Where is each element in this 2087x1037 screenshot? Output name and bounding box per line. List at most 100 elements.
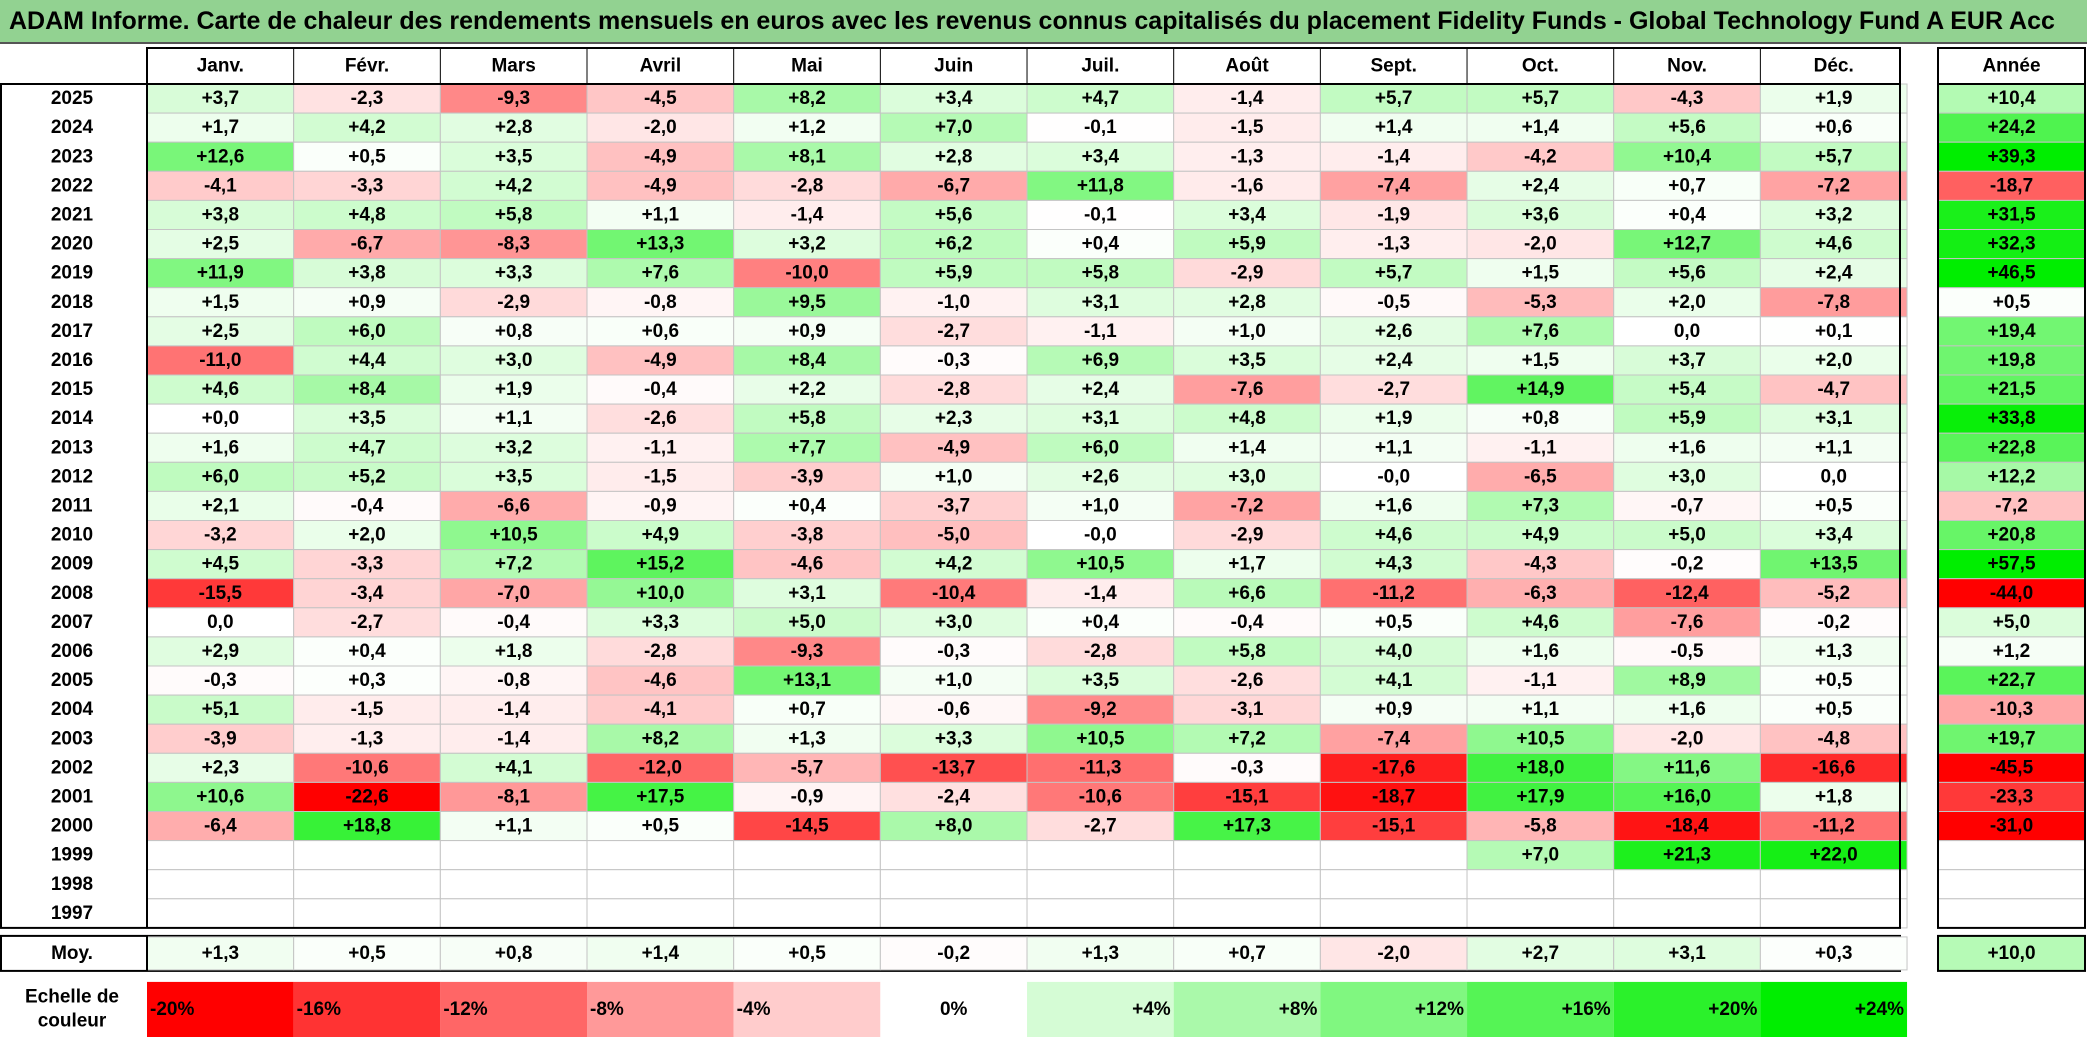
month-value: +21,3 xyxy=(1663,845,1711,866)
annual-cell xyxy=(1937,636,2086,667)
month-value: +6,0 xyxy=(1082,437,1120,458)
month-cell xyxy=(1173,781,1321,813)
color-scale-swatch xyxy=(147,981,294,1037)
month-value: -0,4 xyxy=(497,612,530,633)
month-value: -0,5 xyxy=(1671,641,1704,662)
month-cell xyxy=(1026,229,1175,260)
month-cell xyxy=(1466,840,1615,871)
average-value: +1,3 xyxy=(202,943,240,964)
month-cell xyxy=(879,811,1028,842)
color-scale-stop: +8% xyxy=(1279,999,1318,1020)
month-value: -2,7 xyxy=(351,612,384,633)
month-cell xyxy=(1613,490,1761,521)
month-cell xyxy=(146,287,295,318)
month-cell xyxy=(1173,665,1321,696)
month-value: +1,6 xyxy=(1522,641,1560,662)
month-value: +11,9 xyxy=(197,263,244,284)
month-value: +4,4 xyxy=(348,350,386,371)
month-value: -6,5 xyxy=(1524,466,1557,487)
month-cell xyxy=(1026,549,1175,580)
month-cell xyxy=(879,229,1028,260)
month-value: -2,8 xyxy=(937,379,970,400)
month-cell xyxy=(1759,461,1908,492)
month-cell xyxy=(439,287,588,318)
month-value: +10,5 xyxy=(1516,728,1565,749)
month-value: +2,3 xyxy=(935,408,973,429)
month-cell xyxy=(1319,112,1468,143)
month-value: -2,9 xyxy=(1231,263,1264,284)
month-cell xyxy=(879,490,1028,521)
month-value: +1,6 xyxy=(1668,699,1706,720)
year-label: 2002 xyxy=(51,757,93,778)
average-value: -2,0 xyxy=(1377,943,1410,964)
annual-cell xyxy=(1937,112,2086,143)
average-value: +0,5 xyxy=(348,943,386,964)
month-value: +4,9 xyxy=(642,525,680,546)
month-value: +4,2 xyxy=(935,554,973,575)
month-value: +10,4 xyxy=(1663,146,1712,167)
month-cell xyxy=(1466,112,1615,143)
month-cell xyxy=(879,199,1028,230)
month-cell xyxy=(733,869,881,900)
month-value: +5,8 xyxy=(495,204,533,225)
month-value: +0,5 xyxy=(1815,670,1853,691)
average-cell xyxy=(1759,936,1908,971)
annual-cell xyxy=(1937,374,2086,405)
month-cell xyxy=(293,811,441,842)
month-value: -11,2 xyxy=(1373,583,1415,604)
month-header: Juil. xyxy=(1081,56,1119,77)
month-value: +0,5 xyxy=(1815,495,1853,516)
month-value: +17,3 xyxy=(1223,816,1271,837)
average-value: -0,2 xyxy=(937,943,970,964)
month-cell xyxy=(439,869,588,900)
month-value: 0,0 xyxy=(1674,321,1700,342)
month-cell xyxy=(293,345,441,376)
month-value: +0,9 xyxy=(348,292,386,313)
month-value: +0,8 xyxy=(1522,408,1560,429)
month-value: +5,4 xyxy=(1668,379,1706,400)
month-value: -3,3 xyxy=(351,175,384,196)
annual-cell xyxy=(1937,898,2086,929)
average-value: +2,7 xyxy=(1522,943,1560,964)
month-cell xyxy=(1026,898,1175,929)
month-value: -1,4 xyxy=(1084,583,1117,604)
month-cell xyxy=(1466,258,1615,289)
month-cell xyxy=(1319,432,1468,463)
month-cell xyxy=(146,461,295,492)
year-label: 2005 xyxy=(51,670,94,691)
month-value: +1,4 xyxy=(1522,117,1560,138)
color-scale-label: Echelle de xyxy=(25,986,119,1007)
month-value: -0,4 xyxy=(1231,612,1264,633)
month-value: -3,2 xyxy=(204,525,237,546)
year-label: 2007 xyxy=(51,612,93,633)
month-cell xyxy=(1173,316,1321,347)
month-value: -7,0 xyxy=(497,583,530,604)
month-value: -12,0 xyxy=(639,757,682,778)
month-value: -5,0 xyxy=(937,525,970,546)
month-cell xyxy=(1319,811,1468,842)
month-cell xyxy=(1613,840,1761,871)
average-cell xyxy=(879,936,1028,971)
month-value: +0,6 xyxy=(642,321,680,342)
month-cell xyxy=(1173,694,1321,725)
month-value: -0,3 xyxy=(937,350,970,371)
month-cell xyxy=(1173,461,1321,492)
chart-title: ADAM Informe. Carte de chaleur des rende… xyxy=(0,0,2087,44)
month-cell xyxy=(1613,258,1761,289)
month-value: +3,8 xyxy=(202,204,240,225)
month-value: -1,5 xyxy=(351,699,384,720)
month-value: +5,6 xyxy=(935,204,973,225)
month-cell xyxy=(293,578,441,609)
color-scale-stop: -8% xyxy=(590,999,624,1020)
year-label: 2013 xyxy=(51,437,93,458)
month-value: +2,4 xyxy=(1522,175,1560,196)
month-value: -2,9 xyxy=(497,292,530,313)
month-value: +0,5 xyxy=(348,146,386,167)
month-cell xyxy=(1173,490,1321,521)
month-value: +4,7 xyxy=(1082,88,1120,109)
month-cell xyxy=(1319,403,1468,434)
month-cell xyxy=(1173,549,1321,580)
month-value: -7,6 xyxy=(1231,379,1264,400)
month-value: +0,9 xyxy=(788,321,826,342)
month-value: +17,9 xyxy=(1516,786,1564,807)
